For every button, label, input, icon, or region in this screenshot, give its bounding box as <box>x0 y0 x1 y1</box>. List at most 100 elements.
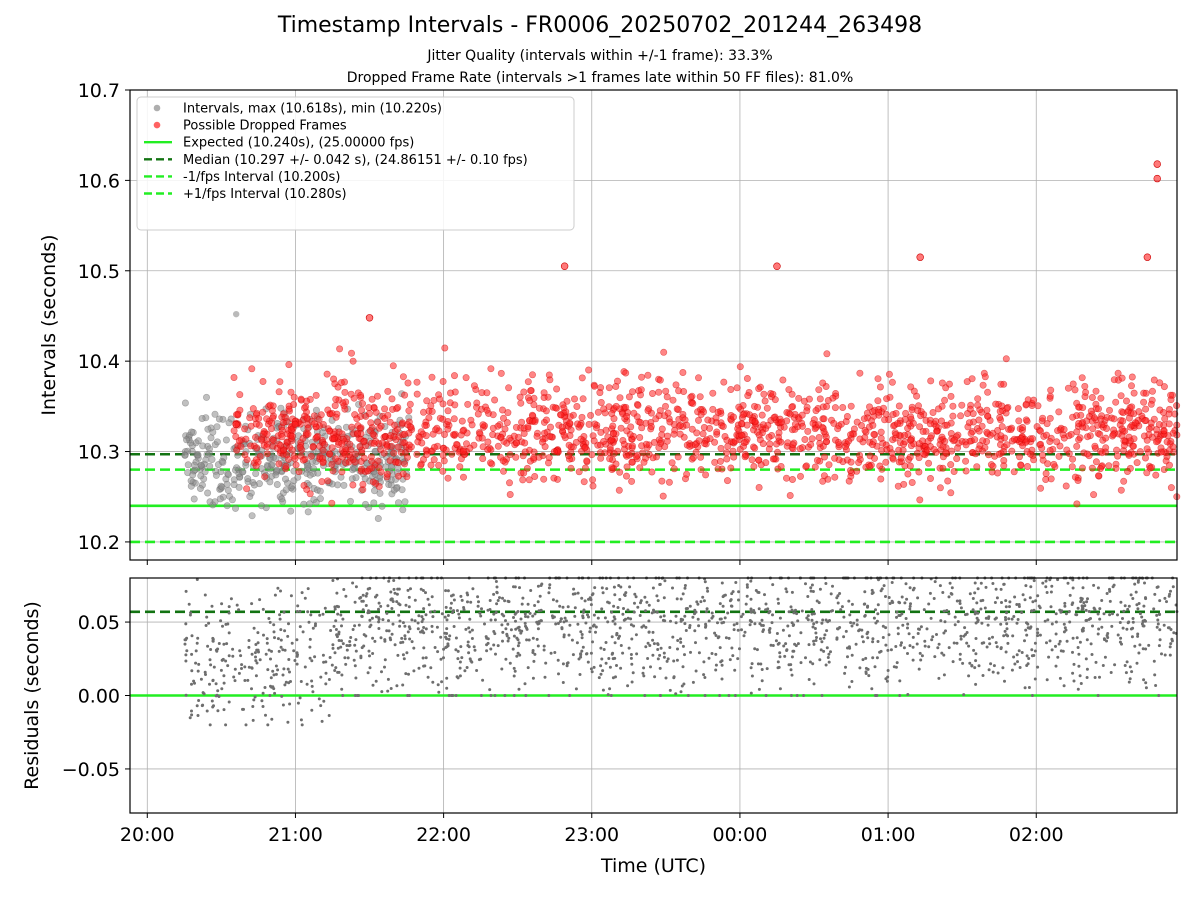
dropped-frame-point-1709 <box>1106 406 1114 414</box>
residual-point-1181 <box>398 624 402 628</box>
residual-point-1502 <box>1101 664 1105 667</box>
residual-point-931 <box>710 652 714 655</box>
residual-point-407 <box>268 694 272 697</box>
residual-point-1515 <box>445 676 449 680</box>
dropped-frame-point-1546 <box>638 442 646 450</box>
residual-point-1325 <box>196 714 200 717</box>
dropped-frame-point-1588 <box>269 414 277 422</box>
dropped-frame-point-1032 <box>1046 437 1054 445</box>
residual-point-904 <box>301 630 305 634</box>
interval-point-415 <box>387 481 395 489</box>
dropped-frame-point-1219 <box>874 375 882 383</box>
dropped-frame-point-1651 <box>907 436 915 444</box>
dropped-frame-point-479 <box>341 388 349 396</box>
interval-point-381 <box>346 497 354 505</box>
residual-point-1345 <box>203 593 207 597</box>
residual-point-1850 <box>795 694 799 697</box>
residual-point-172 <box>496 644 500 648</box>
residual-point-308 <box>568 623 572 627</box>
interval-point-41 <box>232 504 240 512</box>
residual-point-1528 <box>609 694 613 697</box>
residual-point-1296 <box>843 671 847 675</box>
dropped-frame-point-720 <box>290 400 298 408</box>
residual-point-674 <box>1122 609 1126 613</box>
residual-point-441 <box>1041 581 1045 585</box>
dropped-frame-point-1018 <box>636 464 644 472</box>
residual-point-1036 <box>508 661 512 665</box>
dropped-frame-point-1263 <box>591 420 599 428</box>
dropped-frame-point-1689 <box>287 426 295 434</box>
dropped-frame-point-1351 <box>510 432 518 440</box>
dropped-frame-point-1548 <box>381 405 389 413</box>
residual-point-233 <box>445 627 449 631</box>
dropped-frame-point-1334 <box>954 444 962 452</box>
residual-point-588 <box>1013 662 1017 666</box>
residual-point-1668 <box>658 666 662 670</box>
residual-point-615 <box>973 612 977 616</box>
dropped-frame-point-332 <box>676 430 684 438</box>
dropped-frame-point-1559 <box>612 382 620 390</box>
interval-point-331 <box>371 447 379 455</box>
dropped-frame-point-1672 <box>1170 448 1178 456</box>
residual-point-142 <box>273 636 276 640</box>
residual-point-1695 <box>979 607 983 611</box>
residual-point-1388 <box>901 623 905 627</box>
dropped-frame-point-1682 <box>670 430 678 438</box>
residual-point-341 <box>1032 579 1036 583</box>
dropped-frame-point-1236 <box>1102 448 1110 456</box>
x-tick-label-3: 23:00 <box>564 824 619 846</box>
residual-point-664 <box>771 583 775 587</box>
residual-point-607 <box>694 641 697 645</box>
dropped-frame-point-193 <box>755 483 763 491</box>
residual-point-622 <box>354 649 358 653</box>
dropped-frame-point-1130 <box>1075 436 1083 444</box>
residual-point-1108 <box>226 664 230 668</box>
residual-point-923 <box>672 659 676 663</box>
dropped-frame-point-259 <box>1088 393 1096 401</box>
residual-point-1519 <box>1048 639 1052 643</box>
dropped-frame-point-1580 <box>497 433 505 441</box>
residual-point-735 <box>590 593 594 597</box>
residual-point-424 <box>196 636 200 640</box>
dropped-frame-point-1747 <box>620 440 628 448</box>
residual-point-1491 <box>976 618 980 622</box>
residual-point-1407 <box>359 656 363 660</box>
dropped-frame-point-755 <box>1082 388 1090 396</box>
residual-point-788 <box>814 631 818 635</box>
residual-point-479 <box>886 675 890 679</box>
residual-point-953 <box>1098 607 1102 611</box>
residual-point-197 <box>518 586 521 590</box>
residual-point-1574 <box>1124 671 1128 675</box>
residual-point-1223 <box>442 656 445 660</box>
residual-point-898 <box>1063 601 1067 605</box>
residual-point-514 <box>383 658 387 662</box>
residual-point-1375 <box>766 607 770 611</box>
residual-point-1263 <box>895 610 899 614</box>
residual-point-903 <box>240 663 244 667</box>
dropped-frame-point-1562 <box>581 444 589 452</box>
residual-point-203 <box>227 605 231 609</box>
dropped-frame-point-621 <box>975 416 983 424</box>
dropped-frame-point-1578 <box>386 457 394 465</box>
residual-point-1616 <box>404 603 408 607</box>
dropped-frame-point-762 <box>672 381 680 389</box>
residual-point-1359 <box>531 614 535 618</box>
residual-point-157 <box>1057 642 1061 646</box>
residual-point-247 <box>875 656 879 660</box>
dropped-frame-point-1448 <box>417 461 425 469</box>
residual-point-1728 <box>430 595 434 599</box>
residual-point-306 <box>589 651 593 655</box>
residual-point-190 <box>495 585 499 589</box>
residual-point-1344 <box>968 592 972 596</box>
dropped-frame-point-1696 <box>942 449 950 457</box>
dropped-frame-point-1746 <box>282 413 290 421</box>
dropped-frame-point-512 <box>1117 486 1125 494</box>
interval-point-409 <box>378 502 386 510</box>
dropped-frame-point-950 <box>353 415 361 423</box>
interval-point-327 <box>198 414 206 422</box>
dropped-frame-point-946 <box>230 427 238 435</box>
residual-point-1438 <box>887 596 891 599</box>
dropped-frame-point-1526 <box>680 387 688 395</box>
dropped-frame-point-1630 <box>373 392 381 400</box>
dropped-frame-point-351 <box>430 456 438 464</box>
